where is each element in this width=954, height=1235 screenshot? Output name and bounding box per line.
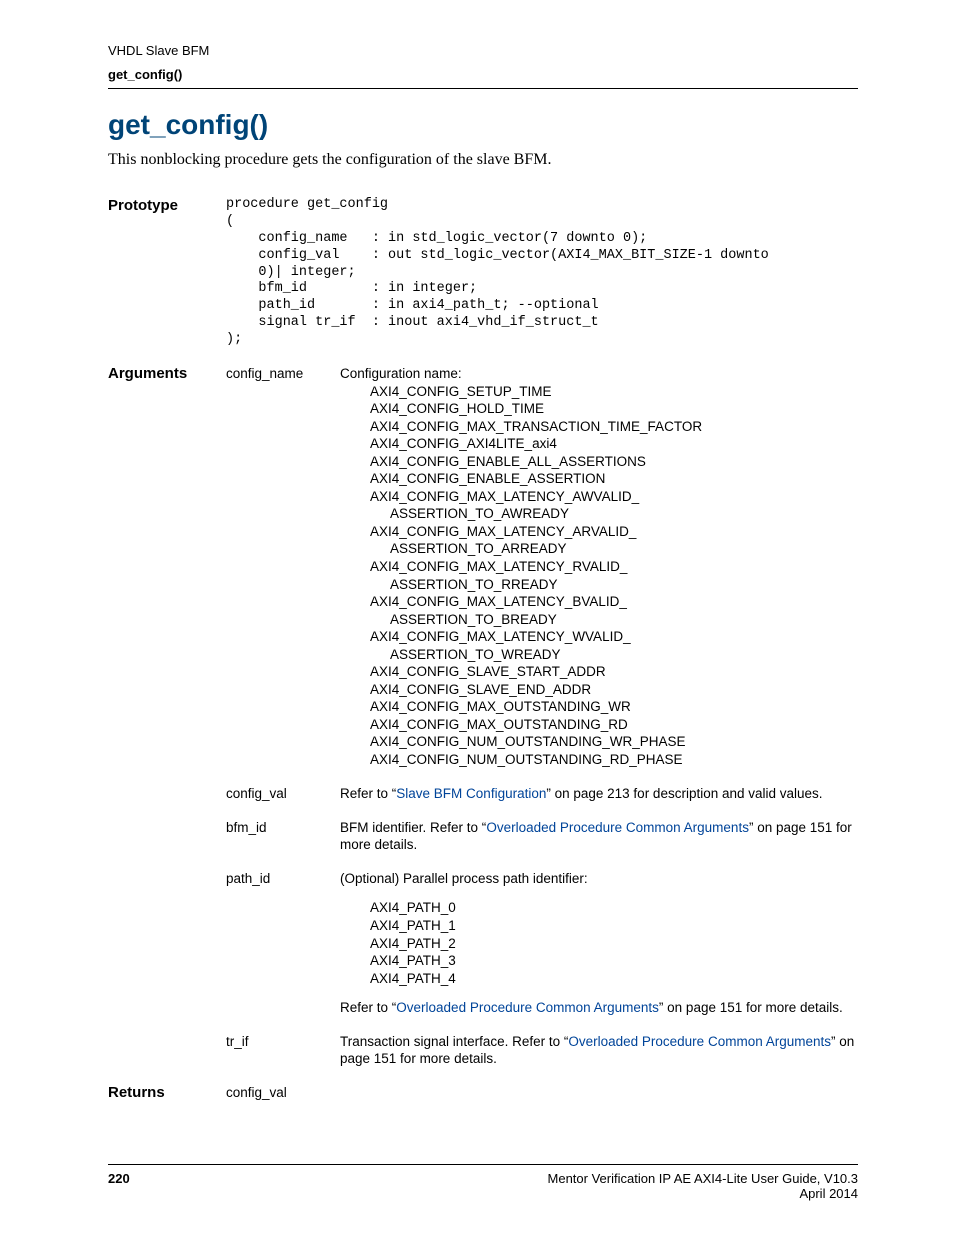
config-item: AXI4_CONFIG_MAX_OUTSTANDING_RD [340, 716, 858, 734]
arguments-row: Arguments config_name Configuration name… [108, 365, 858, 1084]
returns-label: Returns [108, 1084, 226, 1101]
config-item: AXI4_CONFIG_HOLD_TIME [340, 400, 858, 418]
arg-name-bfm-id: bfm_id [226, 819, 340, 837]
arg-name-config-name: config_name [226, 365, 340, 383]
config-item: AXI4_CONFIG_ENABLE_ASSERTION [340, 470, 858, 488]
config-item: AXI4_CONFIG_SLAVE_START_ADDR [340, 663, 858, 681]
header-section: VHDL Slave BFM [108, 42, 858, 60]
intro-text: This nonblocking procedure gets the conf… [108, 151, 858, 169]
link-slave-bfm-config[interactable]: Slave BFM Configuration [396, 786, 546, 801]
arguments-table: config_name Configuration name:AXI4_CONF… [226, 365, 858, 1084]
config-item: AXI4_CONFIG_SETUP_TIME [340, 383, 858, 401]
path-item: AXI4_PATH_4 [340, 970, 858, 988]
path-item: AXI4_PATH_0 [340, 899, 858, 917]
arg-tr-if: tr_if Transaction signal interface. Refe… [226, 1033, 858, 1068]
config-item-sub: ASSERTION_TO_AWREADY [340, 505, 858, 523]
link-overloaded-args-2[interactable]: Overloaded Procedure Common Arguments [396, 1000, 659, 1015]
footer: 220 Mentor Verification IP AE AXI4-Lite … [108, 1164, 858, 1201]
path-item: AXI4_PATH_3 [340, 952, 858, 970]
link-overloaded-args-3[interactable]: Overloaded Procedure Common Arguments [568, 1034, 831, 1049]
arg-desc-path-id: (Optional) Parallel process path identif… [340, 870, 858, 1017]
returns-value: config_val [226, 1084, 340, 1102]
prototype-row: Prototype procedure get_config ( config_… [108, 197, 858, 349]
config-item: AXI4_CONFIG_MAX_OUTSTANDING_WR [340, 698, 858, 716]
config-item: AXI4_CONFIG_AXI4LITE_axi4 [340, 435, 858, 453]
arg-config-name: config_name Configuration name:AXI4_CONF… [226, 365, 858, 769]
page-number: 220 [108, 1171, 130, 1201]
text: Transaction signal interface. Refer to “ [340, 1034, 568, 1049]
text: BFM identifier. Refer to “ [340, 820, 486, 835]
config-item-sub: ASSERTION_TO_RREADY [340, 576, 858, 594]
config-item: AXI4_CONFIG_MAX_TRANSACTION_TIME_FACTOR [340, 418, 858, 436]
bottom-divider [108, 1164, 858, 1165]
config-item-sub: ASSERTION_TO_WREADY [340, 646, 858, 664]
arg-name-path-id: path_id [226, 870, 340, 888]
path-item: AXI4_PATH_1 [340, 917, 858, 935]
config-item: AXI4_CONFIG_MAX_LATENCY_ARVALID_ [340, 523, 858, 541]
config-item-sub: ASSERTION_TO_ARREADY [340, 540, 858, 558]
arguments-label: Arguments [108, 365, 226, 382]
config-item: AXI4_CONFIG_MAX_LATENCY_AWVALID_ [340, 488, 858, 506]
prototype-label: Prototype [108, 197, 226, 214]
config-item: AXI4_CONFIG_ENABLE_ALL_ASSERTIONS [340, 453, 858, 471]
config-item: AXI4_CONFIG_SLAVE_END_ADDR [340, 681, 858, 699]
prototype-code: procedure get_config ( config_name : in … [226, 197, 858, 349]
path-item: AXI4_PATH_2 [340, 935, 858, 953]
footer-guide: Mentor Verification IP AE AXI4-Lite User… [548, 1171, 858, 1186]
config-item: AXI4_CONFIG_MAX_LATENCY_RVALID_ [340, 558, 858, 576]
arg-desc-config-name: Configuration name:AXI4_CONFIG_SETUP_TIM… [340, 365, 858, 769]
arg-path-id: path_id (Optional) Parallel process path… [226, 870, 858, 1017]
config-item-sub: ASSERTION_TO_BREADY [340, 611, 858, 629]
header-title: get_config() [108, 66, 858, 84]
config-item: AXI4_CONFIG_MAX_LATENCY_WVALID_ [340, 628, 858, 646]
footer-date: April 2014 [548, 1186, 858, 1201]
top-divider [108, 88, 858, 89]
config-item: AXI4_CONFIG_NUM_OUTSTANDING_RD_PHASE [340, 751, 858, 769]
arg-desc-tr-if: Transaction signal interface. Refer to “… [340, 1033, 858, 1068]
arg-bfm-id: bfm_id BFM identifier. Refer to “Overloa… [226, 819, 858, 854]
returns-row: Returns config_val [108, 1084, 858, 1102]
arg-name-config-val: config_val [226, 785, 340, 803]
text: ” on page 213 for description and valid … [546, 786, 822, 801]
config-item: AXI4_CONFIG_MAX_LATENCY_BVALID_ [340, 593, 858, 611]
arg-desc-bfm-id: BFM identifier. Refer to “Overloaded Pro… [340, 819, 858, 854]
text: Refer to “ [340, 786, 396, 801]
page-title: get_config() [108, 109, 858, 141]
arg-config-val: config_val Refer to “Slave BFM Configura… [226, 785, 858, 803]
arg-desc-config-val: Refer to “Slave BFM Configuration” on pa… [340, 785, 858, 803]
arg-name-tr-if: tr_if [226, 1033, 340, 1051]
config-item: AXI4_CONFIG_NUM_OUTSTANDING_WR_PHASE [340, 733, 858, 751]
link-overloaded-args-1[interactable]: Overloaded Procedure Common Arguments [486, 820, 749, 835]
